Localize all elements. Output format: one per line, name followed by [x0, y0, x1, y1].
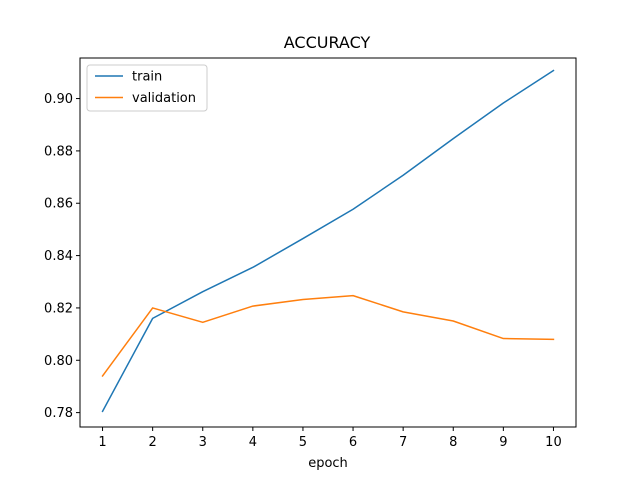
y-tick-label: 0.86	[44, 197, 73, 212]
y-tick-label: 0.82	[44, 301, 73, 316]
x-tick-label: 2	[149, 435, 157, 450]
legend: train validation	[86, 64, 208, 112]
y-axis: 0.78 0.80 0.82 0.84 0.86 0.88 0.90	[44, 92, 80, 421]
x-tick-label: 5	[299, 435, 307, 450]
x-tick-label: 1	[98, 435, 106, 450]
y-tick-label: 0.90	[44, 92, 73, 107]
series-line-validation	[101, 294, 555, 378]
legend-label-train: train	[132, 70, 162, 85]
x-tick-label: 6	[349, 435, 357, 450]
x-axis-label: epoch	[308, 456, 348, 471]
x-tick-label: 7	[399, 435, 407, 450]
y-tick-label: 0.78	[44, 406, 73, 421]
plot-frame	[79, 57, 577, 428]
x-axis: 1 2 3 4 5 6 7 8 9 10	[98, 427, 562, 450]
x-tick-label: 4	[249, 435, 257, 450]
y-tick-label: 0.84	[44, 249, 73, 264]
y-tick-label: 0.88	[44, 144, 73, 159]
x-tick-label: 3	[199, 435, 207, 450]
chart-title: ACCURACY	[284, 33, 371, 52]
series-layer	[101, 69, 555, 413]
legend-label-validation: validation	[132, 91, 196, 106]
x-tick-label: 9	[499, 435, 507, 450]
x-tick-label: 8	[449, 435, 457, 450]
series-line-train	[101, 69, 555, 413]
y-tick-label: 0.80	[44, 354, 73, 369]
x-tick-label: 10	[545, 435, 562, 450]
